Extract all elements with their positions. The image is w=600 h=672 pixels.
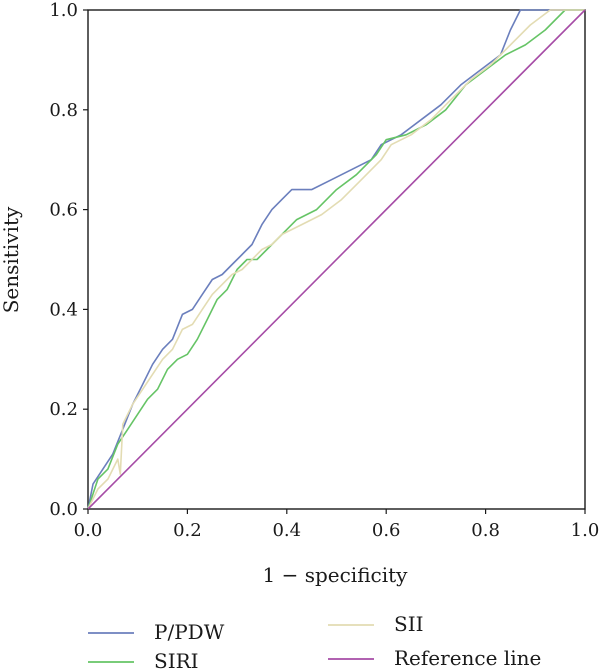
x-tick-label: 0.4 [272, 520, 301, 541]
series-line-p-pdw [87, 9, 585, 510]
y-tick-label: 0.6 [49, 200, 78, 221]
y-tick-label: 0.0 [49, 499, 78, 520]
plot-border [87, 9, 586, 510]
x-tick-label: 0.2 [173, 520, 202, 541]
x-tick-label: 0.8 [471, 520, 500, 541]
y-tick-label: 0.2 [49, 399, 78, 420]
legend-label-reference-line: Reference line [394, 646, 541, 670]
series-lines [87, 9, 586, 510]
y-tick-label: 1.0 [49, 0, 78, 21]
legend: P/PDW SIRI SII Reference line [88, 612, 541, 672]
legend-label-siri: SIRI [154, 649, 199, 672]
series-line-sii [87, 9, 585, 510]
x-tick-label: 0.0 [74, 520, 103, 541]
series-line-reference-line [87, 9, 586, 510]
y-tick-label: 0.8 [49, 100, 78, 121]
y-axis-label: Sensitivity [0, 206, 23, 313]
axis-ticks: 0.0 0.2 0.4 0.6 0.8 1.0 0.0 0.2 0.4 0.6 0.8 1.0 [49, 0, 599, 541]
legend-label-p-pdw: P/PDW [154, 620, 225, 644]
y-tick-label: 0.4 [49, 299, 78, 320]
legend-label-sii: SII [394, 612, 424, 636]
x-tick-label: 0.6 [372, 520, 401, 541]
x-tick-label: 1.0 [571, 520, 600, 541]
x-axis-label: 1 − specificity [263, 563, 409, 587]
plot-frame [87, 9, 586, 510]
